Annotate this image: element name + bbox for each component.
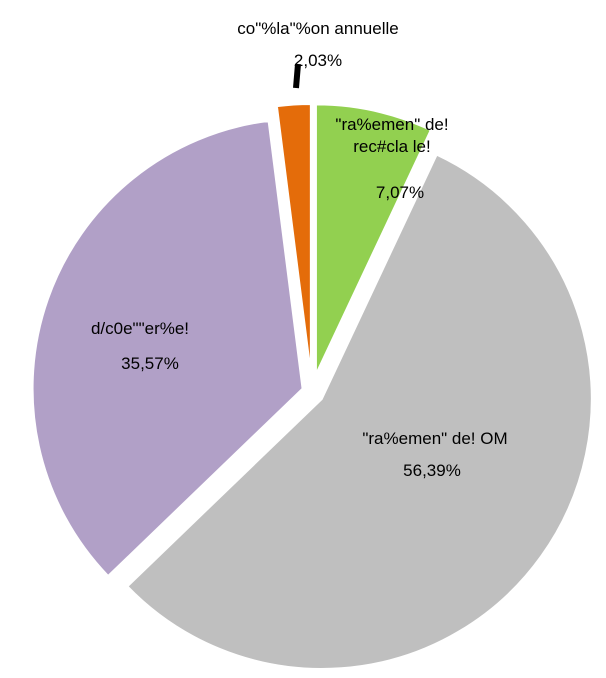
leader-line: [293, 63, 301, 89]
slice-label: co"%la"%on annuelle: [237, 19, 399, 38]
value-label: 35,57%: [121, 354, 179, 373]
pie-slice: [275, 103, 312, 375]
slice-label: d/c0e""er%e!: [90, 319, 190, 338]
slice-label: "ra%emen" de! rec#cla le!: [335, 115, 449, 156]
value-label: 2,03%: [293, 51, 343, 70]
pie-slice: [314, 103, 433, 375]
value-label: 56,39%: [403, 461, 461, 480]
pie-slice: [125, 153, 593, 670]
pie-slice: [31, 119, 304, 578]
value-label: 7,07%: [375, 183, 425, 202]
slice-label: "ra%emen" de! OM: [362, 429, 508, 448]
